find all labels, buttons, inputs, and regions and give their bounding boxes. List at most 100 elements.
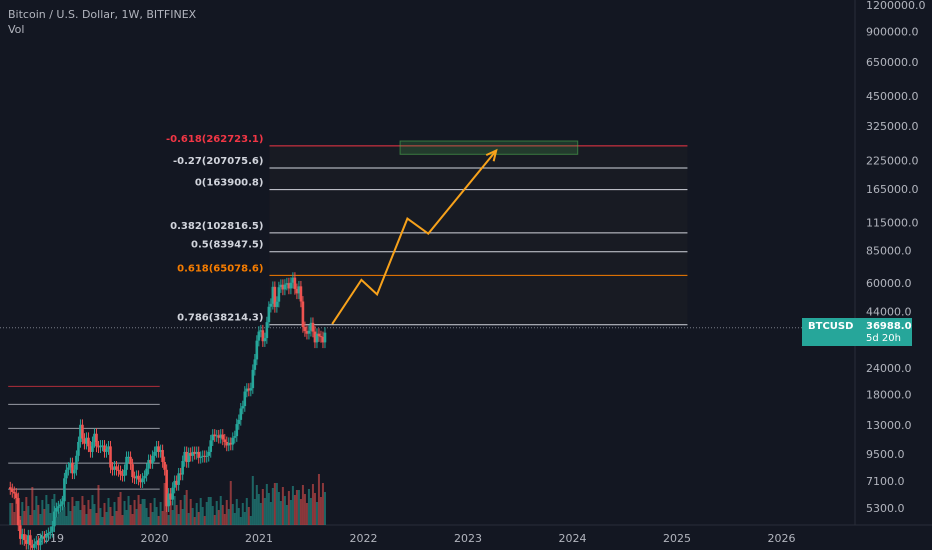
candle-body bbox=[141, 478, 144, 483]
candle-body bbox=[123, 469, 126, 476]
candle-body bbox=[323, 332, 327, 343]
volume-bar bbox=[9, 503, 12, 525]
projection-path bbox=[331, 149, 497, 325]
candle-body bbox=[115, 466, 118, 470]
candle-body bbox=[191, 451, 194, 456]
candle-body bbox=[181, 460, 184, 475]
fib-level-label: 0.382(102816.5) bbox=[170, 221, 263, 232]
candle-body bbox=[185, 451, 188, 463]
volume-bar bbox=[35, 496, 38, 525]
candle-body bbox=[247, 388, 251, 391]
candle-body bbox=[241, 406, 245, 409]
volume-bar bbox=[159, 502, 162, 525]
volume-bar bbox=[179, 500, 182, 525]
volume-bar bbox=[275, 483, 278, 525]
candle-body bbox=[255, 340, 259, 360]
candle-body bbox=[273, 286, 277, 307]
candle-body bbox=[319, 336, 323, 338]
candle-body bbox=[249, 388, 253, 391]
chart-title: Bitcoin / U.S. Dollar, 1W, BITFINEX bbox=[8, 8, 197, 21]
candle-body bbox=[237, 419, 241, 425]
volume-bar bbox=[121, 515, 124, 525]
volume-bar bbox=[167, 515, 170, 525]
volume-bar bbox=[131, 514, 134, 525]
y-tick-label: 13000.0 bbox=[866, 419, 912, 432]
candle-body bbox=[283, 284, 287, 290]
volume-bar bbox=[139, 504, 142, 525]
volume-bar bbox=[249, 516, 252, 525]
volume-bar bbox=[61, 498, 64, 525]
volume-bar bbox=[41, 500, 44, 525]
candle-body bbox=[231, 437, 235, 445]
y-tick-label: 165000.0 bbox=[866, 183, 919, 196]
volume-bar bbox=[247, 507, 250, 525]
candle-body bbox=[321, 336, 325, 343]
volume-bar bbox=[305, 503, 308, 525]
x-tick-label: 2022 bbox=[350, 532, 378, 545]
candle-body bbox=[63, 478, 66, 502]
volume-bar bbox=[51, 499, 54, 525]
candle-body bbox=[243, 391, 247, 407]
volume-bar bbox=[213, 515, 216, 525]
candle-body bbox=[145, 468, 148, 476]
candle-body bbox=[291, 277, 295, 283]
y-tick-label: 5300.0 bbox=[866, 502, 905, 515]
fib-level-label: -0.27(207075.6) bbox=[173, 156, 263, 167]
y-tick-label: 24000.0 bbox=[866, 362, 912, 375]
volume-bar bbox=[99, 508, 102, 525]
volume-bar bbox=[29, 515, 32, 525]
volume-bar bbox=[181, 509, 184, 525]
volume-bar bbox=[111, 516, 114, 525]
candle-body bbox=[203, 455, 207, 457]
volume-bar bbox=[105, 512, 108, 525]
volume-bar bbox=[285, 505, 288, 525]
candle-body bbox=[12, 491, 16, 494]
volume-bar bbox=[183, 495, 186, 525]
candle-body bbox=[297, 286, 301, 294]
volume-bar bbox=[293, 495, 296, 525]
volume-bar bbox=[147, 517, 150, 525]
volume-indicator-label: Vol bbox=[8, 23, 25, 36]
candle-body bbox=[17, 498, 20, 526]
volume-bar bbox=[273, 483, 276, 525]
volume-bar bbox=[237, 508, 240, 525]
candle-body bbox=[77, 441, 80, 456]
candle-body bbox=[79, 424, 82, 442]
candle-body bbox=[197, 451, 200, 458]
y-tick-label: 650000.0 bbox=[866, 56, 919, 69]
candle-body bbox=[259, 330, 263, 332]
candle-body bbox=[95, 433, 98, 447]
volume-bar bbox=[277, 492, 280, 525]
candle-body bbox=[311, 322, 315, 332]
candle-body bbox=[111, 467, 114, 470]
volume-bar bbox=[243, 512, 246, 525]
volume-bar bbox=[279, 501, 282, 525]
y-tick-label: 900000.0 bbox=[866, 26, 919, 39]
volume-bar bbox=[55, 517, 58, 525]
price-badge-symbol: BTCUSD bbox=[808, 321, 854, 332]
volume-bar bbox=[11, 503, 14, 525]
candle-body bbox=[279, 284, 283, 288]
candle-body bbox=[137, 475, 140, 480]
candle-body bbox=[47, 532, 50, 536]
candle-body bbox=[57, 506, 60, 508]
candle-body bbox=[61, 501, 64, 505]
y-tick-label: 325000.0 bbox=[866, 120, 919, 133]
candle-body bbox=[303, 326, 307, 332]
candle-body bbox=[91, 441, 94, 452]
candle-body bbox=[205, 455, 209, 457]
candle-body bbox=[75, 455, 78, 470]
fib-level-label: 0.618(65078.6) bbox=[177, 263, 263, 274]
candle-body bbox=[51, 526, 54, 532]
volume-bar bbox=[215, 501, 218, 525]
y-tick-label: 225000.0 bbox=[866, 154, 919, 167]
candle-body bbox=[89, 446, 92, 452]
volume-bar bbox=[171, 510, 174, 525]
volume-bar bbox=[43, 509, 46, 525]
candle-body bbox=[19, 525, 22, 539]
volume-bar bbox=[151, 512, 154, 525]
candle-body bbox=[233, 436, 237, 438]
candle-body bbox=[163, 462, 166, 470]
volume-bar bbox=[301, 485, 304, 525]
